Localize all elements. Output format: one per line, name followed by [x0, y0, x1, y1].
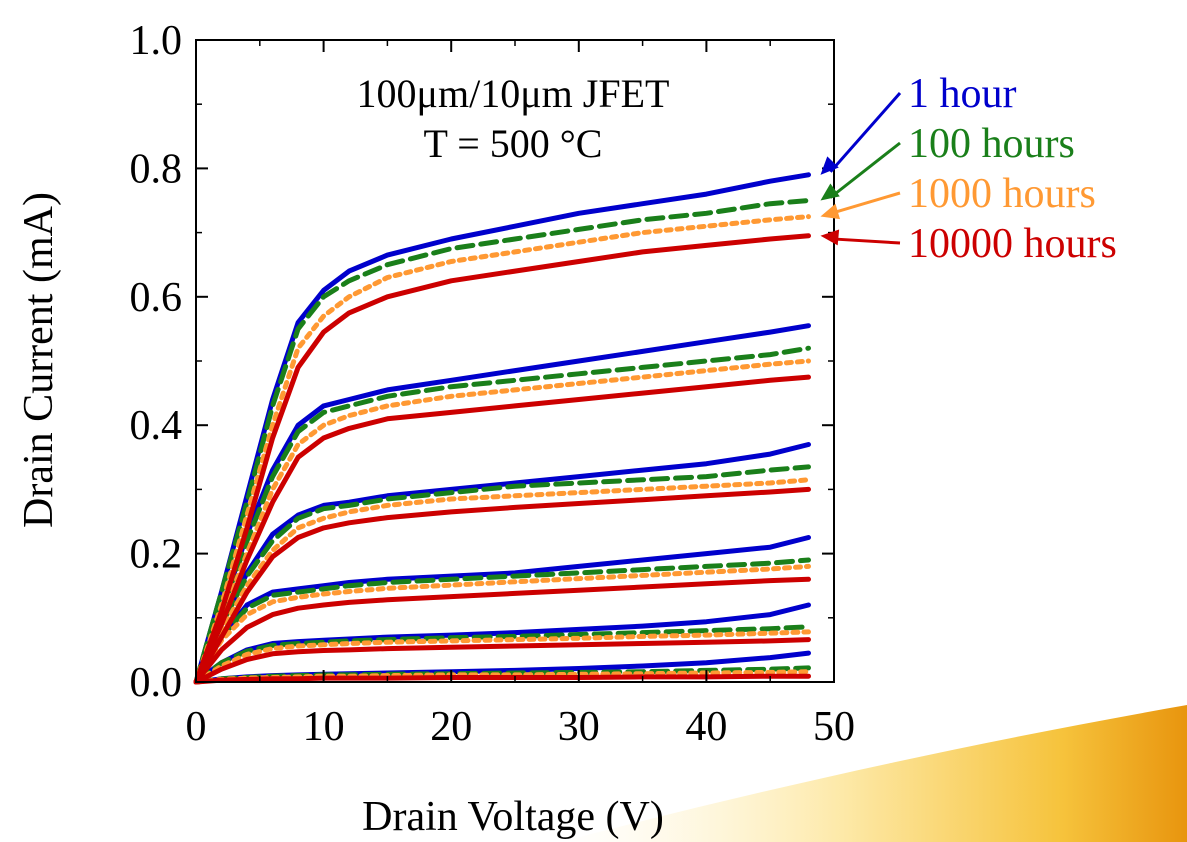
series-curve: [193, 557, 811, 685]
y-tick-label: 1.0: [130, 18, 183, 64]
series-curve: [193, 563, 811, 685]
x-tick-label: 50: [813, 704, 855, 750]
series-curve: [193, 345, 811, 685]
series-curve: [193, 624, 811, 685]
x-axis-label: Drain Voltage (V): [362, 794, 664, 840]
legend-arrow: [830, 191, 901, 215]
series-curve: [193, 214, 811, 685]
y-tick-label: 0.4: [130, 403, 183, 449]
x-tick-label: 40: [685, 704, 727, 750]
x-tick-label: 30: [558, 704, 600, 750]
decorative-swoosh: [560, 705, 1187, 842]
legend-label: 1 hour: [908, 71, 1017, 117]
plot-area: [193, 172, 811, 685]
y-tick-label: 0.2: [130, 532, 183, 578]
series-curve: [193, 198, 811, 685]
legend-label: 10000 hours: [908, 221, 1117, 267]
chart-title: 100μm/10μm JFET: [357, 71, 670, 116]
axes: 0 10 20 30 40 50 0.0 0.2 0.4 0.6 0.8 1.0: [130, 18, 856, 750]
y-axis-label: Drain Current (mA): [16, 192, 62, 528]
legend-label: 1000 hours: [908, 171, 1096, 217]
y-tick-label: 0.6: [130, 275, 183, 321]
legend-arrowhead: [820, 229, 840, 246]
series-curve: [193, 486, 811, 685]
series-curve: [193, 535, 811, 685]
chart-subtitle: T = 500 °C: [424, 121, 603, 166]
legend-arrowhead: [820, 183, 840, 201]
series-curve: [193, 442, 811, 685]
series-curve: [193, 374, 811, 685]
series-curve: [193, 477, 811, 685]
x-tick-label: 10: [303, 704, 345, 750]
legend-arrow: [829, 92, 902, 173]
series-curve: [193, 358, 811, 685]
legend-arrow: [829, 141, 901, 199]
legend-arrow: [830, 237, 901, 245]
series-curve: [193, 576, 811, 685]
legend-label: 100 hours: [908, 121, 1075, 167]
legend-arrowhead: [820, 203, 841, 220]
series-curve: [193, 629, 811, 685]
y-tick-label: 0.0: [130, 660, 183, 706]
series-curve: [193, 172, 811, 685]
legend-arrowhead: [820, 156, 839, 175]
x-tick-label: 0: [186, 704, 207, 750]
series-curve: [193, 637, 811, 685]
series-curve: [193, 464, 811, 685]
y-tick-label: 0.8: [130, 146, 183, 192]
x-tick-label: 20: [430, 704, 472, 750]
series-curve: [193, 233, 811, 685]
